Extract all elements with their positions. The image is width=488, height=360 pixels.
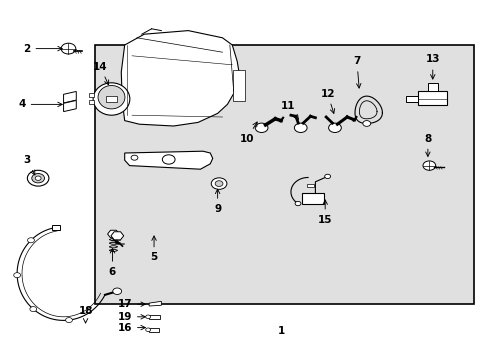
Bar bbox=[52, 225, 60, 230]
Text: 12: 12 bbox=[320, 89, 334, 113]
Bar bbox=[427, 83, 437, 91]
Polygon shape bbox=[63, 91, 76, 103]
Circle shape bbox=[14, 273, 20, 278]
Circle shape bbox=[27, 170, 49, 186]
Circle shape bbox=[328, 123, 341, 132]
Circle shape bbox=[27, 238, 34, 243]
Circle shape bbox=[294, 201, 300, 206]
Polygon shape bbox=[149, 301, 161, 306]
Text: 9: 9 bbox=[214, 189, 221, 214]
Ellipse shape bbox=[93, 83, 130, 115]
Text: 15: 15 bbox=[317, 200, 332, 225]
Circle shape bbox=[113, 288, 122, 294]
Circle shape bbox=[32, 174, 44, 183]
Bar bbox=[95, 45, 473, 304]
Ellipse shape bbox=[98, 85, 125, 109]
Text: 10: 10 bbox=[239, 122, 257, 144]
Text: 14: 14 bbox=[93, 62, 108, 85]
Circle shape bbox=[324, 174, 330, 179]
Text: 18: 18 bbox=[78, 306, 93, 323]
Text: 3: 3 bbox=[23, 155, 35, 175]
Text: 17: 17 bbox=[117, 299, 145, 309]
Text: 13: 13 bbox=[425, 54, 439, 79]
Circle shape bbox=[211, 178, 226, 189]
Bar bbox=[105, 96, 117, 102]
Circle shape bbox=[35, 176, 41, 180]
Bar bbox=[149, 315, 160, 319]
Text: 16: 16 bbox=[117, 323, 145, 333]
Circle shape bbox=[215, 181, 223, 186]
Circle shape bbox=[362, 121, 370, 126]
Circle shape bbox=[294, 123, 306, 132]
Circle shape bbox=[145, 328, 150, 332]
Circle shape bbox=[30, 307, 37, 312]
Text: 2: 2 bbox=[23, 44, 62, 54]
Bar bbox=[405, 96, 417, 102]
Bar bbox=[306, 184, 313, 187]
Text: 1: 1 bbox=[277, 326, 284, 336]
Text: 19: 19 bbox=[117, 312, 145, 322]
Bar bbox=[88, 93, 94, 97]
Text: 5: 5 bbox=[150, 236, 157, 262]
Bar bbox=[88, 100, 94, 104]
Text: 8: 8 bbox=[424, 134, 430, 156]
Polygon shape bbox=[107, 230, 119, 238]
Bar bbox=[233, 70, 245, 101]
Text: 7: 7 bbox=[352, 56, 360, 88]
Circle shape bbox=[255, 123, 267, 132]
Circle shape bbox=[422, 161, 435, 170]
Bar bbox=[149, 328, 159, 332]
Text: 4: 4 bbox=[18, 99, 62, 109]
Bar bbox=[417, 91, 447, 105]
Circle shape bbox=[61, 43, 76, 54]
Circle shape bbox=[145, 315, 150, 319]
Text: 6: 6 bbox=[109, 249, 116, 277]
Polygon shape bbox=[63, 100, 76, 112]
Bar bbox=[302, 193, 323, 204]
Circle shape bbox=[65, 318, 72, 323]
Polygon shape bbox=[124, 151, 212, 169]
Polygon shape bbox=[111, 232, 123, 240]
Text: 11: 11 bbox=[281, 101, 298, 120]
Polygon shape bbox=[121, 31, 239, 126]
